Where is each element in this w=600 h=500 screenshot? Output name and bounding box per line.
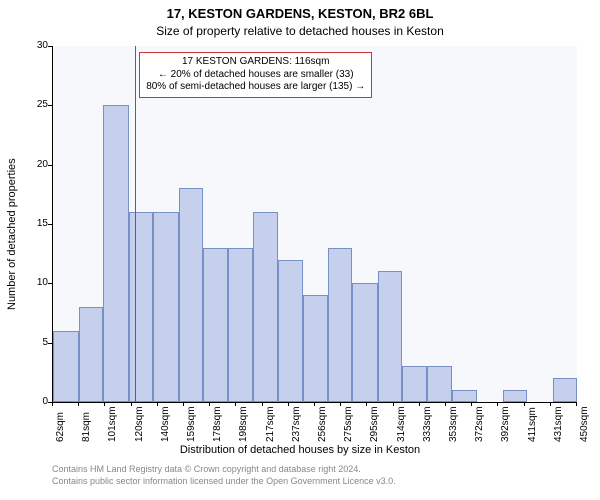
x-tick-label: 81sqm <box>81 412 92 442</box>
x-tick-label: 333sqm <box>422 406 433 442</box>
attribution-line1: Contains HM Land Registry data © Crown c… <box>52 464 361 474</box>
x-tick-label: 411sqm <box>527 407 538 442</box>
chart-container: 17, KESTON GARDENS, KESTON, BR2 6BL Size… <box>0 0 600 500</box>
histogram-bar <box>503 390 527 402</box>
x-tick-mark <box>550 402 551 406</box>
x-tick-label: 275sqm <box>343 406 354 442</box>
x-tick-label: 120sqm <box>134 406 145 442</box>
x-tick-label: 353sqm <box>448 406 459 442</box>
x-tick-mark <box>262 402 263 406</box>
y-tick-label: 15 <box>26 218 48 229</box>
y-tick-mark <box>48 46 52 47</box>
x-tick-mark <box>445 402 446 406</box>
histogram-bar <box>427 366 453 402</box>
y-tick-mark <box>48 105 52 106</box>
x-tick-label: 62sqm <box>55 412 66 442</box>
x-tick-label: 372sqm <box>474 406 485 442</box>
x-tick-label: 198sqm <box>238 406 249 442</box>
x-tick-mark <box>524 402 525 406</box>
x-tick-label: 392sqm <box>500 406 511 442</box>
x-tick-mark <box>471 402 472 406</box>
histogram-bar <box>103 105 129 402</box>
histogram-bar <box>352 283 378 402</box>
property-marker-line <box>135 46 136 402</box>
histogram-bar <box>402 366 426 402</box>
annotation-line1: 17 KESTON GARDENS: 116sqm <box>182 56 329 67</box>
annotation-line3: 80% of semi-detached houses are larger (… <box>146 81 365 92</box>
x-tick-label: 140sqm <box>160 406 171 442</box>
plot-area: 17 KESTON GARDENS: 116sqm ← 20% of detach… <box>52 46 577 403</box>
histogram-bar <box>129 212 153 402</box>
y-tick-mark <box>48 283 52 284</box>
histogram-bar <box>278 260 304 402</box>
x-tick-mark <box>157 402 158 406</box>
histogram-bar <box>153 212 179 402</box>
x-tick-mark <box>131 402 132 406</box>
x-tick-mark <box>340 402 341 406</box>
histogram-bar <box>553 378 577 402</box>
y-tick-label: 0 <box>26 396 48 407</box>
x-tick-mark <box>366 402 367 406</box>
x-tick-label: 450sqm <box>579 406 590 442</box>
x-tick-mark <box>314 402 315 406</box>
histogram-bar <box>179 188 203 402</box>
attribution-line2: Contains public sector information licen… <box>52 476 396 486</box>
chart-title-main: 17, KESTON GARDENS, KESTON, BR2 6BL <box>0 6 600 21</box>
y-tick-label: 5 <box>26 337 48 348</box>
histogram-bar <box>79 307 103 402</box>
x-tick-label: 295sqm <box>369 406 380 442</box>
histogram-bar <box>452 390 476 402</box>
y-tick-mark <box>48 224 52 225</box>
x-tick-mark <box>209 402 210 406</box>
histogram-bar <box>303 295 327 402</box>
y-axis-label: Number of detached properties <box>6 158 18 310</box>
x-tick-mark <box>393 402 394 406</box>
y-tick-mark <box>48 165 52 166</box>
x-tick-label: 314sqm <box>396 406 407 442</box>
x-tick-mark <box>288 402 289 406</box>
chart-title-sub: Size of property relative to detached ho… <box>0 24 600 38</box>
y-tick-label: 10 <box>26 277 48 288</box>
histogram-bar <box>253 212 277 402</box>
x-tick-label: 178sqm <box>212 406 223 442</box>
x-tick-label: 217sqm <box>265 406 276 442</box>
histogram-bar <box>53 331 79 402</box>
x-tick-label: 237sqm <box>291 406 302 442</box>
annotation-box: 17 KESTON GARDENS: 116sqm ← 20% of detach… <box>139 52 372 98</box>
x-tick-mark <box>78 402 79 406</box>
x-tick-label: 159sqm <box>186 406 197 442</box>
x-tick-mark <box>497 402 498 406</box>
histogram-bar <box>228 248 254 402</box>
annotation-line2: ← 20% of detached houses are smaller (33… <box>158 69 354 80</box>
x-tick-mark <box>235 402 236 406</box>
x-tick-label: 431sqm <box>553 406 564 442</box>
y-tick-label: 30 <box>26 40 48 51</box>
y-tick-label: 25 <box>26 99 48 110</box>
x-tick-label: 256sqm <box>317 406 328 442</box>
histogram-bar <box>378 271 402 402</box>
x-tick-mark <box>104 402 105 406</box>
y-tick-label: 20 <box>26 159 48 170</box>
histogram-bar <box>328 248 352 402</box>
x-tick-mark <box>183 402 184 406</box>
histogram-bar <box>203 248 227 402</box>
x-tick-mark <box>576 402 577 406</box>
y-tick-mark <box>48 343 52 344</box>
x-axis-label: Distribution of detached houses by size … <box>0 444 600 456</box>
x-tick-mark <box>52 402 53 406</box>
attribution-text: Contains HM Land Registry data © Crown c… <box>52 464 396 487</box>
x-tick-label: 101sqm <box>107 406 118 442</box>
x-tick-mark <box>419 402 420 406</box>
